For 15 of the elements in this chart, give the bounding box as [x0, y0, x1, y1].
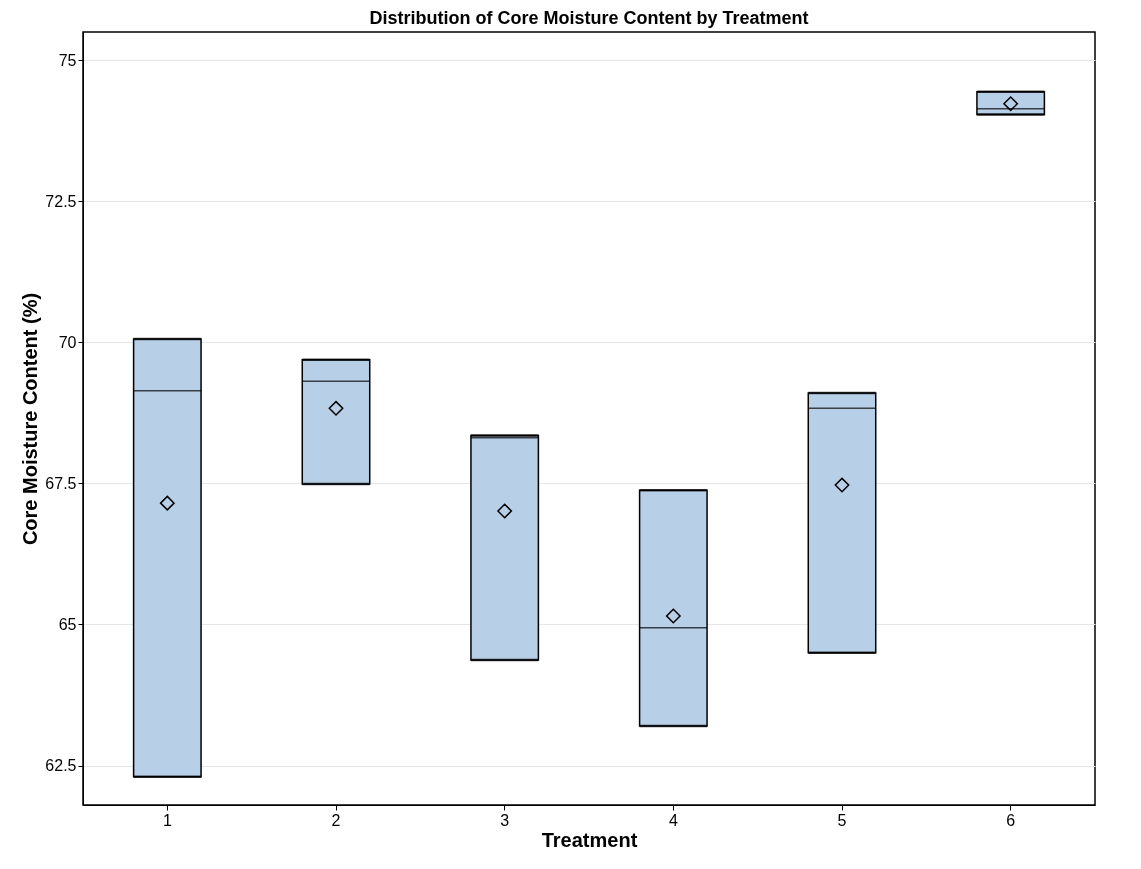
- y-tick-label: 72.5: [45, 192, 77, 210]
- x-tick-label: 5: [837, 811, 847, 829]
- chart-title: Distribution of Core Moisture Content by Treatment: [369, 8, 809, 28]
- x-tick-label: 1: [162, 811, 172, 829]
- x-axis-title: Treatment: [541, 828, 638, 851]
- y-tick-label: 75: [58, 51, 77, 69]
- y-tick-label: 67.5: [45, 474, 77, 492]
- x-tick-label: 2: [331, 811, 341, 829]
- y-tick-label: 65: [58, 615, 77, 633]
- y-tick-label: 70: [58, 333, 77, 351]
- x-tick-label: 4: [668, 811, 678, 829]
- y-tick-label: 62.5: [45, 757, 77, 774]
- x-tick-label: 3: [500, 811, 510, 829]
- y-axis-title: Core Moisture Content (%): [19, 292, 42, 546]
- x-tick-label: 6: [1006, 811, 1016, 829]
